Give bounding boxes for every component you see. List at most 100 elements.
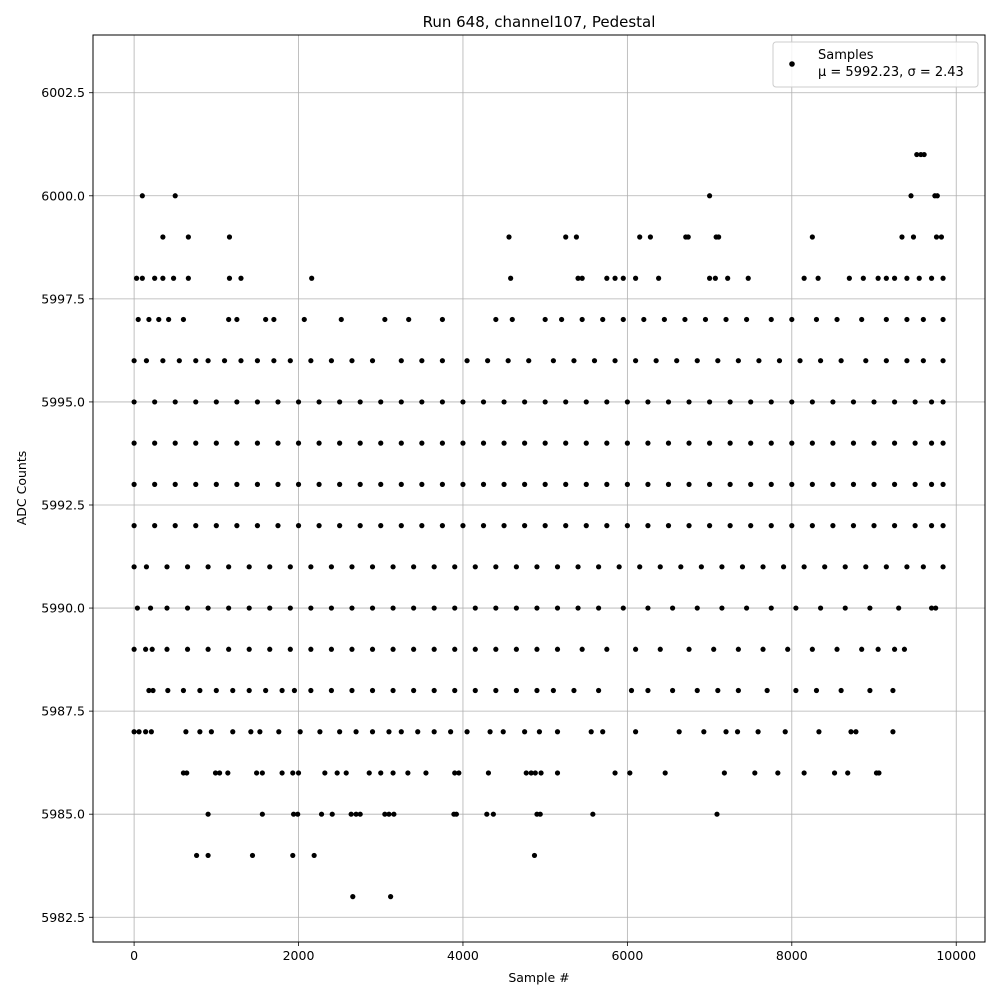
data-point: [528, 770, 534, 776]
data-point: [863, 564, 869, 570]
data-point: [452, 646, 458, 652]
data-point: [756, 358, 762, 364]
data-point: [723, 316, 729, 323]
data-point: [234, 523, 240, 529]
data-point: [369, 564, 376, 570]
data-point: [575, 605, 581, 611]
data-point: [386, 811, 392, 817]
data-point: [328, 687, 335, 694]
data-point: [180, 687, 187, 694]
data-point: [287, 646, 293, 652]
data-point: [727, 399, 733, 405]
data-point: [411, 646, 417, 652]
data-point: [419, 358, 425, 364]
data-point: [423, 770, 429, 776]
data-point: [809, 646, 815, 652]
data-point: [230, 729, 236, 735]
data-point: [743, 316, 750, 323]
data-point: [743, 605, 750, 611]
data-point: [830, 523, 836, 529]
data-point: [184, 564, 191, 570]
data-point: [575, 564, 581, 570]
data-point: [891, 399, 898, 405]
data-point: [439, 440, 446, 446]
data-point: [382, 811, 388, 817]
data-point: [563, 481, 569, 487]
data-point: [337, 399, 343, 405]
data-point: [390, 646, 396, 652]
data-point: [860, 275, 866, 281]
y-tick-label: 5985.0: [41, 807, 85, 822]
data-point: [225, 770, 231, 776]
data-point: [460, 523, 466, 529]
data-point: [513, 605, 519, 611]
data-point: [226, 275, 233, 281]
data-point: [715, 687, 721, 694]
data-point: [448, 729, 454, 735]
data-point: [295, 481, 302, 487]
data-point: [349, 605, 355, 611]
data-point: [308, 564, 314, 570]
data-point: [809, 399, 815, 405]
data-point: [357, 399, 363, 405]
data-point: [238, 275, 244, 281]
data-point: [484, 811, 490, 817]
data-point: [523, 770, 529, 776]
data-point: [386, 729, 392, 735]
data-point: [632, 646, 639, 652]
data-point: [701, 729, 707, 735]
data-point: [748, 523, 754, 529]
chart-title: Run 648, channel107, Pedestal: [423, 13, 656, 31]
data-point: [891, 646, 898, 652]
data-point: [165, 687, 171, 694]
data-point: [388, 894, 394, 900]
data-point: [867, 687, 873, 694]
data-point: [500, 729, 506, 735]
data-point: [431, 605, 437, 611]
data-point: [213, 523, 219, 529]
data-point: [682, 316, 688, 323]
data-point: [522, 523, 528, 529]
data-point: [616, 564, 622, 570]
data-point: [213, 687, 219, 694]
data-point: [896, 605, 902, 611]
data-point: [550, 687, 556, 694]
data-point: [871, 440, 877, 446]
data-point: [234, 399, 240, 405]
data-point: [234, 440, 240, 446]
data-point: [645, 687, 651, 694]
data-point: [534, 646, 540, 652]
data-point: [624, 481, 630, 487]
data-point: [480, 440, 487, 446]
data-point: [624, 440, 630, 446]
data-point: [853, 729, 859, 735]
data-point: [850, 399, 857, 405]
data-point: [604, 275, 610, 281]
data-point: [534, 605, 540, 611]
data-point: [875, 646, 881, 652]
y-tick-label: 5990.0: [41, 601, 85, 616]
data-points: [131, 151, 946, 900]
data-point: [768, 523, 774, 529]
data-point: [134, 605, 140, 611]
data-point: [583, 399, 589, 405]
data-point: [563, 440, 569, 446]
data-point: [706, 440, 713, 446]
data-point: [501, 523, 507, 529]
data-point: [439, 316, 446, 323]
data-point: [542, 481, 548, 487]
data-point: [193, 523, 199, 529]
data-point: [809, 481, 815, 487]
data-point: [628, 687, 635, 694]
data-point: [267, 564, 273, 570]
data-point: [349, 646, 355, 652]
data-point: [166, 316, 172, 323]
data-point: [318, 811, 325, 817]
data-point: [752, 770, 758, 776]
data-point: [627, 770, 633, 776]
data-point: [146, 316, 152, 323]
data-point: [830, 481, 836, 487]
data-point: [248, 729, 254, 735]
data-point: [789, 523, 795, 529]
data-point: [378, 523, 384, 529]
